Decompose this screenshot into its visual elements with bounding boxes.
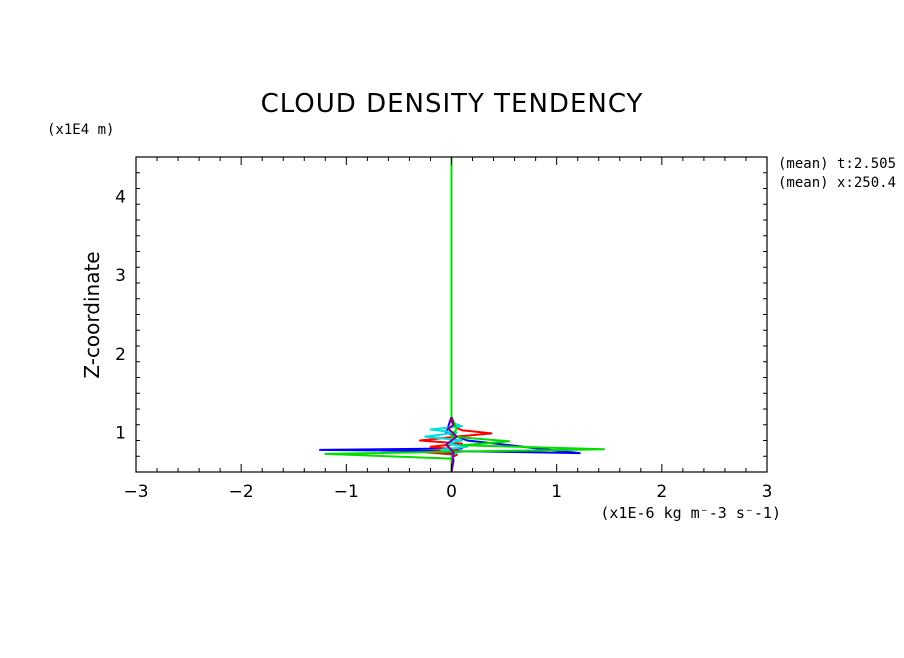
x-tick-label: −1 (334, 482, 359, 502)
plot-layer (319, 157, 605, 473)
y-tick-label: 2 (115, 345, 126, 365)
x-tick-label: −2 (229, 482, 254, 502)
x-axis-label: (x1E-6 kg m⁻-3 s⁻-1) (600, 504, 781, 522)
x-tick-label: 1 (551, 482, 562, 502)
y-tick-label: 1 (115, 424, 126, 444)
x-tick-label: −3 (123, 482, 148, 502)
annotation-time-mean: (mean) t:2.505 (778, 156, 896, 172)
y-axis-label: Z-coordinate (80, 251, 104, 378)
series-line-3 (324, 157, 605, 472)
y-tick-label: 3 (115, 266, 126, 286)
x-tick-label: 2 (656, 482, 667, 502)
y-tick-label: 4 (115, 187, 126, 207)
series-line-4 (445, 416, 458, 473)
annotation-x-mean: (mean) x:250.4 (778, 175, 896, 191)
x-tick-label: 3 (762, 482, 773, 502)
ticks-layer (135, 156, 768, 473)
chart-title: CLOUD DENSITY TENDENCY (261, 89, 644, 119)
plot-frame (135, 156, 768, 473)
x-tick-label: 0 (446, 482, 457, 502)
tick-labels-layer: −3 −2 −1 0 1 2 3 1 2 3 4 (115, 187, 772, 502)
y-units-label: (x1E4 m) (47, 122, 114, 138)
